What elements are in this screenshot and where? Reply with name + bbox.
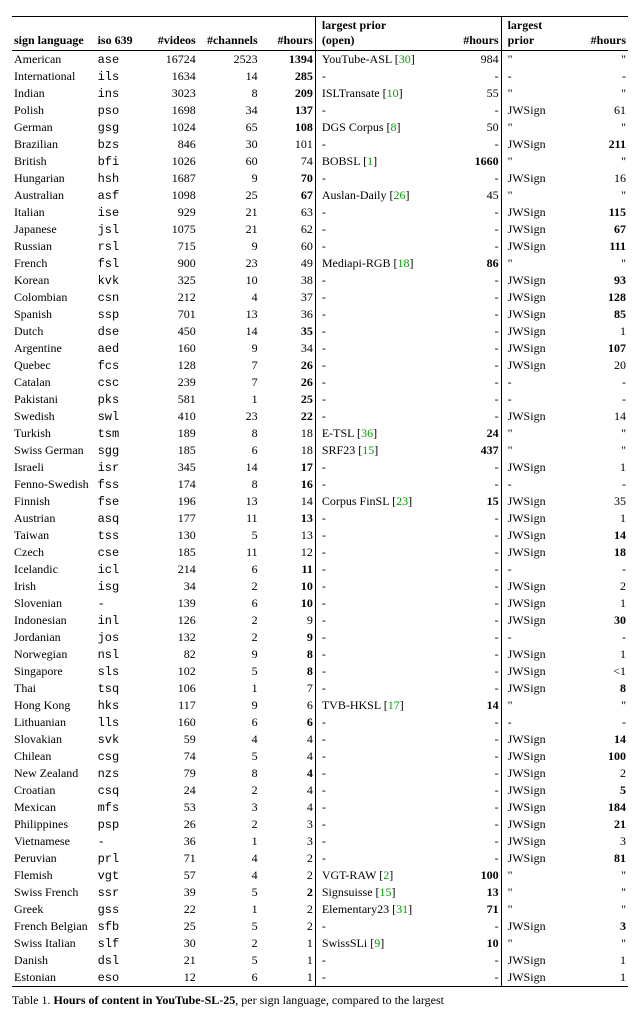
table-row: Swedishswl4102322--JWSign14 [12, 408, 628, 425]
hdr-hours2: #hours [452, 17, 502, 51]
citation-link[interactable]: 31 [396, 902, 408, 916]
hdr-iso: iso 639 [96, 17, 142, 51]
table-row: Slovakiansvk5944--JWSign14 [12, 731, 628, 748]
table-row: Philippinespsp2623--JWSign21 [12, 816, 628, 833]
table-row: Estonianeso1261--JWSign1 [12, 969, 628, 987]
citation-link[interactable]: 26 [394, 188, 406, 202]
table-row: Irishisg34210--JWSign2 [12, 578, 628, 595]
table-row: Polishpso169834137--JWSign61 [12, 102, 628, 119]
citation-link[interactable]: 1 [367, 154, 373, 168]
table-row: Hong Konghks11796TVB-HKSL [17]14"" [12, 697, 628, 714]
table-row: Swiss Frenchssr3952Signsuisse [15]13"" [12, 884, 628, 901]
table-row: Quebecfcs128726--JWSign20 [12, 357, 628, 374]
citation-link[interactable]: 8 [391, 120, 397, 134]
table-row: Turkishtsm189818E-TSL [36]24"" [12, 425, 628, 442]
table-row: Flemishvgt5742VGT-RAW [2]100"" [12, 867, 628, 884]
hdr-channels: #channels [198, 17, 260, 51]
hdr-lp: largestprior [501, 17, 572, 51]
citation-link[interactable]: 30 [399, 52, 411, 66]
table-row: Indonesianinl12629--JWSign30 [12, 612, 628, 629]
table-row: Icelandicicl214611---- [12, 561, 628, 578]
citation-link[interactable]: 17 [388, 698, 400, 712]
table-row: Thaitsq10617--JWSign8 [12, 680, 628, 697]
table-row: Koreankvk3251038--JWSign93 [12, 272, 628, 289]
table-row: Japanesejsl10752162--JWSign67 [12, 221, 628, 238]
table-row: Mexicanmfs5334--JWSign184 [12, 799, 628, 816]
table-row: Frenchfsl9002349Mediapi-RGB [18]86"" [12, 255, 628, 272]
table-row: French Belgiansfb2552--JWSign3 [12, 918, 628, 935]
table-row: Swiss Germansgg185618SRF23 [15]437"" [12, 442, 628, 459]
citation-link[interactable]: 18 [398, 256, 410, 270]
table-row: Britishbfi10266074BOBSL [1]1660"" [12, 153, 628, 170]
table-row: Russianrsl715960--JWSign111 [12, 238, 628, 255]
hdr-lang: sign language [12, 17, 96, 51]
citation-link[interactable]: 36 [361, 426, 373, 440]
table-row: Israeliisr3451417--JWSign1 [12, 459, 628, 476]
table-row: Taiwantss130513--JWSign14 [12, 527, 628, 544]
citation-link[interactable]: 2 [383, 868, 389, 882]
citation-link[interactable]: 23 [396, 494, 408, 508]
table-row: Singaporesls10258--JWSign<1 [12, 663, 628, 680]
table-row: Americanase1672425231394YouTube-ASL [30]… [12, 51, 628, 69]
table-row: New Zealandnzs7984--JWSign2 [12, 765, 628, 782]
hdr-videos: #videos [142, 17, 198, 51]
table-row: Germangsg102465108DGS Corpus [8]50"" [12, 119, 628, 136]
table-row: Indianins30238209ISLTransate [10]55"" [12, 85, 628, 102]
table-row: Czechcse1851112--JWSign18 [12, 544, 628, 561]
table-row: Norwegiannsl8298--JWSign1 [12, 646, 628, 663]
table-row: Chileancsg7454--JWSign100 [12, 748, 628, 765]
table-row: Austrianasq1771113--JWSign1 [12, 510, 628, 527]
hdr-hours1: #hours [260, 17, 316, 51]
table-row: Colombiancsn212437--JWSign128 [12, 289, 628, 306]
table-row: Internationalils163414285---- [12, 68, 628, 85]
table-row: Danishdsl2151--JWSign1 [12, 952, 628, 969]
citation-link[interactable]: 15 [380, 885, 392, 899]
table-body: Americanase1672425231394YouTube-ASL [30]… [12, 51, 628, 987]
table-row: Spanishssp7011336--JWSign85 [12, 306, 628, 323]
table-row: Argentineaed160934--JWSign107 [12, 340, 628, 357]
table-row: Peruvianprl7142--JWSign81 [12, 850, 628, 867]
table-row: Brazilianbzs84630101--JWSign211 [12, 136, 628, 153]
citation-link[interactable]: 15 [362, 443, 374, 457]
table-row: Vietnamese-3613--JWSign3 [12, 833, 628, 850]
hdr-hours3: #hours [572, 17, 628, 51]
hdr-lpo: largest prior(open) [315, 17, 451, 51]
table-row: Pakistanipks581125---- [12, 391, 628, 408]
table-row: Finnishfse1961314Corpus FinSL [23]15JWSi… [12, 493, 628, 510]
table-row: Slovenian-139610--JWSign1 [12, 595, 628, 612]
table-row: Greekgss2212Elementary23 [31]71"" [12, 901, 628, 918]
sign-language-table: sign language iso 639 #videos #channels … [12, 16, 628, 987]
table-row: Catalancsc239726---- [12, 374, 628, 391]
citation-link[interactable]: 10 [387, 86, 399, 100]
table-row: Italianise9292163--JWSign115 [12, 204, 628, 221]
table-row: Dutchdse4501435--JWSign1 [12, 323, 628, 340]
table-row: Fenno-Swedishfss174816---- [12, 476, 628, 493]
table-row: Swiss Italianslf3021SwissSLi [9]10"" [12, 935, 628, 952]
table-row: Croatiancsq2424--JWSign5 [12, 782, 628, 799]
table-row: Australianasf10982567Auslan-Daily [26]45… [12, 187, 628, 204]
table-caption: Table 1. Hours of content in YouTube-SL-… [12, 993, 628, 1008]
table-row: Jordanianjos13229---- [12, 629, 628, 646]
table-row: Lithuanianlls16066---- [12, 714, 628, 731]
table-row: Hungarianhsh1687970--JWSign16 [12, 170, 628, 187]
